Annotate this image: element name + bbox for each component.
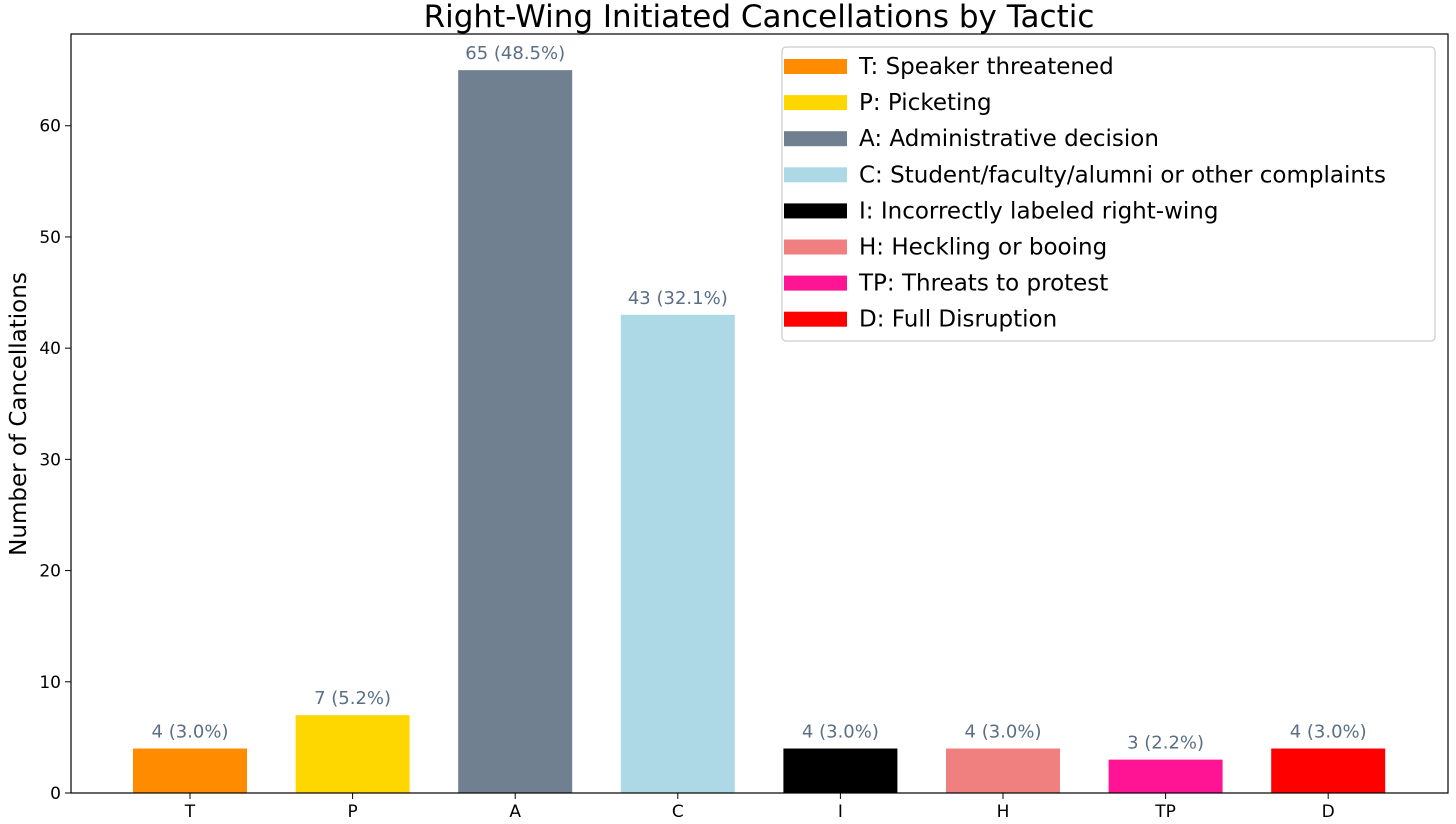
x-tick-label: T bbox=[184, 802, 196, 822]
y-tick-label: 50 bbox=[39, 228, 61, 248]
x-tick-label: TP bbox=[1154, 802, 1176, 822]
bar-value-label: 65 (48.5%) bbox=[465, 43, 565, 64]
y-tick-label: 60 bbox=[39, 117, 61, 137]
bar-p bbox=[295, 715, 410, 793]
y-axis-label: Number of Cancellations bbox=[6, 272, 32, 556]
legend-box bbox=[781, 46, 1436, 342]
bar-value-label: 43 (32.1%) bbox=[628, 288, 728, 309]
bar-tp bbox=[1108, 759, 1223, 793]
bar-c bbox=[620, 314, 735, 793]
plot-area: 0 10 20 30 40 50 60 4 (3.0%) T 7 (5.2%) P 65 (48.5%… bbox=[39, 33, 1449, 822]
chart-title: Right-Wing Initiated Cancellations by Ta… bbox=[424, 0, 1095, 35]
legend-entry: C: Student/faculty/alumni or other compl… bbox=[859, 162, 1386, 188]
bar-value-label: 4 (3.0%) bbox=[802, 722, 879, 743]
axes-frame bbox=[70, 33, 1449, 794]
bar-value-label: 7 (5.2%) bbox=[314, 688, 391, 709]
legend-swatch bbox=[784, 275, 847, 291]
y-tick-label: 0 bbox=[50, 784, 61, 804]
legend-entry: P: Picketing bbox=[859, 90, 992, 116]
legend-swatch bbox=[784, 59, 847, 74]
x-tick-label: C bbox=[672, 802, 684, 822]
x-tick-label: H bbox=[997, 802, 1010, 822]
bar-t bbox=[133, 748, 247, 793]
legend-swatch bbox=[784, 131, 847, 147]
y-tick-label: 20 bbox=[39, 562, 61, 582]
legend-entry: I: Incorrectly labeled right-wing bbox=[859, 198, 1218, 224]
legend-swatch bbox=[784, 239, 847, 255]
legend-entry: H: Heckling or booing bbox=[859, 235, 1107, 261]
bar-d bbox=[1271, 748, 1386, 793]
x-tick-label: I bbox=[838, 802, 843, 822]
legend: T: Speaker threatened P: Picketing A: Admi… bbox=[781, 46, 1436, 342]
bar-value-label: 4 (3.0%) bbox=[152, 722, 229, 743]
y-tick-label: 10 bbox=[39, 673, 61, 693]
y-tick-label: 30 bbox=[39, 450, 61, 470]
legend-entry: TP: Threats to protest bbox=[858, 271, 1108, 297]
legend-swatch bbox=[784, 95, 847, 111]
legend-entry: A: Administrative decision bbox=[859, 126, 1159, 152]
bar-value-label: 3 (2.2%) bbox=[1127, 733, 1204, 754]
legend-swatch bbox=[784, 167, 847, 183]
bar-i bbox=[783, 748, 898, 793]
x-tick-label: D bbox=[1322, 802, 1335, 822]
legend-swatch bbox=[784, 311, 847, 327]
x-tick-label: P bbox=[347, 802, 357, 822]
legend-swatch bbox=[784, 203, 847, 219]
legend-entry: T: Speaker threatened bbox=[858, 54, 1114, 80]
bar-a bbox=[458, 70, 573, 793]
x-tick-label: A bbox=[509, 802, 521, 822]
bar-h bbox=[946, 748, 1060, 793]
bar-value-label: 4 (3.0%) bbox=[965, 722, 1042, 743]
y-tick-label: 40 bbox=[39, 339, 61, 359]
legend-entry: D: Full Disruption bbox=[859, 307, 1057, 333]
bar-value-label: 4 (3.0%) bbox=[1290, 722, 1367, 743]
